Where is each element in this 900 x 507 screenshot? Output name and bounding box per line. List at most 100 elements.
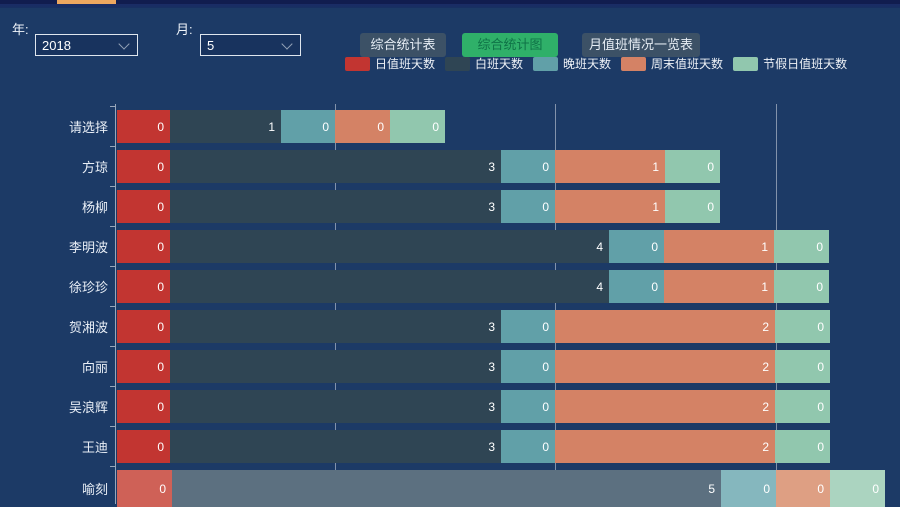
bar-segment-晚班天数[interactable]: 0 <box>501 350 555 383</box>
chart-legend: 日值班天数 白班天数 晚班天数 周末值班天数 节假日值班天数 <box>345 57 857 71</box>
bar-segment-周末值班天数[interactable]: 2 <box>555 430 775 463</box>
axis-tick <box>110 346 115 347</box>
bar-row-杨柳: 杨柳 0 3 0 1 0 <box>0 190 900 223</box>
bar-row-喻刻: 喻刻 0 5 0 0 0 <box>0 470 900 507</box>
bar-segment-晚班天数[interactable]: 0 <box>501 190 555 223</box>
bar-row-吴浪辉: 吴浪辉 0 3 0 2 0 <box>0 390 900 423</box>
year-select[interactable]: 2018 <box>35 34 138 56</box>
y-axis-line <box>115 104 116 504</box>
bar-segment-白班天数[interactable]: 3 <box>170 310 501 343</box>
bar-segment-白班天数[interactable]: 1 <box>170 110 281 143</box>
bar-segment-白班天数[interactable]: 4 <box>170 270 609 303</box>
month-duty-list-button[interactable]: 月值班情况一览表 <box>582 33 700 57</box>
bar-segment-节假日值班天数[interactable]: 0 <box>774 270 829 303</box>
bar-segment-日值班天数[interactable]: 0 <box>117 230 170 263</box>
legend-label: 周末值班天数 <box>651 57 724 71</box>
bar-segment-日值班天数[interactable]: 0 <box>117 470 172 507</box>
bar-row-请选择: 请选择 0 1 0 0 0 <box>0 110 900 143</box>
bar-segment-晚班天数[interactable]: 0 <box>721 470 776 507</box>
summary-table-button[interactable]: 综合统计表 <box>360 33 446 57</box>
year-label: 年: <box>12 22 29 37</box>
bar-segment-节假日值班天数[interactable]: 0 <box>775 390 830 423</box>
bar-segment-日值班天数[interactable]: 0 <box>117 390 170 423</box>
bar-segment-晚班天数[interactable]: 0 <box>501 150 555 183</box>
legend-item-1[interactable]: 白班天数 <box>445 57 523 71</box>
bar-segment-日值班天数[interactable]: 0 <box>117 150 170 183</box>
axis-tick <box>110 226 115 227</box>
bar-segment-日值班天数[interactable]: 0 <box>117 270 170 303</box>
bar-segment-周末值班天数[interactable]: 1 <box>664 270 774 303</box>
legend-item-4[interactable]: 节假日值班天数 <box>733 57 847 71</box>
bar-segment-周末值班天数[interactable]: 1 <box>664 230 774 263</box>
axis-tick <box>110 426 115 427</box>
bar-row-贺湘波: 贺湘波 0 3 0 2 0 <box>0 310 900 343</box>
bar-row-李明波: 李明波 0 4 0 1 0 <box>0 230 900 263</box>
bar-segment-节假日值班天数[interactable]: 0 <box>774 230 829 263</box>
legend-item-2[interactable]: 晚班天数 <box>533 57 611 71</box>
bar-segment-节假日值班天数[interactable]: 0 <box>665 190 720 223</box>
bar-segment-周末值班天数[interactable]: 2 <box>555 390 775 423</box>
legend-swatch <box>345 57 370 71</box>
bar-segment-白班天数[interactable]: 3 <box>170 190 501 223</box>
bar-segment-周末值班天数[interactable]: 1 <box>555 190 665 223</box>
bar-segment-周末值班天数[interactable]: 2 <box>555 310 775 343</box>
bar-segment-白班天数[interactable]: 3 <box>170 350 501 383</box>
bar-segment-白班天数[interactable]: 5 <box>172 470 721 507</box>
bar-segment-晚班天数[interactable]: 0 <box>501 310 555 343</box>
bar-segment-白班天数[interactable]: 4 <box>170 230 609 263</box>
bar-segment-节假日值班天数[interactable]: 0 <box>775 430 830 463</box>
bar-segment-白班天数[interactable]: 3 <box>170 390 501 423</box>
axis-tick <box>110 306 115 307</box>
category-label: 徐珍珍 <box>68 280 108 295</box>
bar-segment-日值班天数[interactable]: 0 <box>117 430 170 463</box>
bar-segment-日值班天数[interactable]: 0 <box>117 110 170 143</box>
bar-segment-日值班天数[interactable]: 0 <box>117 190 170 223</box>
legend-swatch <box>621 57 647 71</box>
bar-segment-周末值班天数[interactable]: 0 <box>776 470 830 507</box>
bar-segment-节假日值班天数[interactable]: 0 <box>665 150 720 183</box>
bar-segment-晚班天数[interactable]: 0 <box>501 390 555 423</box>
axis-tick <box>110 186 115 187</box>
legend-item-3[interactable]: 周末值班天数 <box>621 57 723 71</box>
bar-segment-晚班天数[interactable]: 0 <box>501 430 555 463</box>
category-label: 王迪 <box>81 440 108 455</box>
summary-chart-button[interactable]: 综合统计图 <box>462 33 558 57</box>
bar-segment-周末值班天数[interactable]: 2 <box>555 350 775 383</box>
bar-segment-节假日值班天数[interactable]: 0 <box>775 350 830 383</box>
axis-tick <box>110 466 115 467</box>
legend-label: 白班天数 <box>475 57 524 71</box>
bar-segment-晚班天数[interactable]: 0 <box>281 110 335 143</box>
bar-segment-日值班天数[interactable]: 0 <box>117 350 170 383</box>
bar-segment-白班天数[interactable]: 3 <box>170 150 501 183</box>
bar-segment-节假日值班天数[interactable]: 0 <box>775 310 830 343</box>
bar-segment-周末值班天数[interactable]: 0 <box>335 110 390 143</box>
bar-segment-节假日值班天数[interactable]: 0 <box>390 110 445 143</box>
axis-tick <box>110 386 115 387</box>
bar-row-徐珍珍: 徐珍珍 0 4 0 1 0 <box>0 270 900 303</box>
legend-label: 晚班天数 <box>563 57 612 71</box>
bar-segment-节假日值班天数[interactable]: 0 <box>830 470 885 507</box>
month-select[interactable]: 5 <box>200 34 301 56</box>
vertical-gridline <box>776 104 777 504</box>
top-strip <box>0 0 900 4</box>
bar-segment-晚班天数[interactable]: 0 <box>609 230 664 263</box>
active-tab-indicator <box>57 0 116 4</box>
bar-row-向丽: 向丽 0 3 0 2 0 <box>0 350 900 383</box>
legend-item-0[interactable]: 日值班天数 <box>345 57 435 71</box>
legend-swatch <box>533 57 559 71</box>
legend-label: 日值班天数 <box>375 57 436 71</box>
bar-segment-晚班天数[interactable]: 0 <box>609 270 664 303</box>
bar-segment-日值班天数[interactable]: 0 <box>117 310 170 343</box>
bar-segment-周末值班天数[interactable]: 1 <box>555 150 665 183</box>
legend-label: 节假日值班天数 <box>763 57 848 71</box>
bar-row-方琼: 方琼 0 3 0 1 0 <box>0 150 900 183</box>
bar-segment-白班天数[interactable]: 3 <box>170 430 501 463</box>
